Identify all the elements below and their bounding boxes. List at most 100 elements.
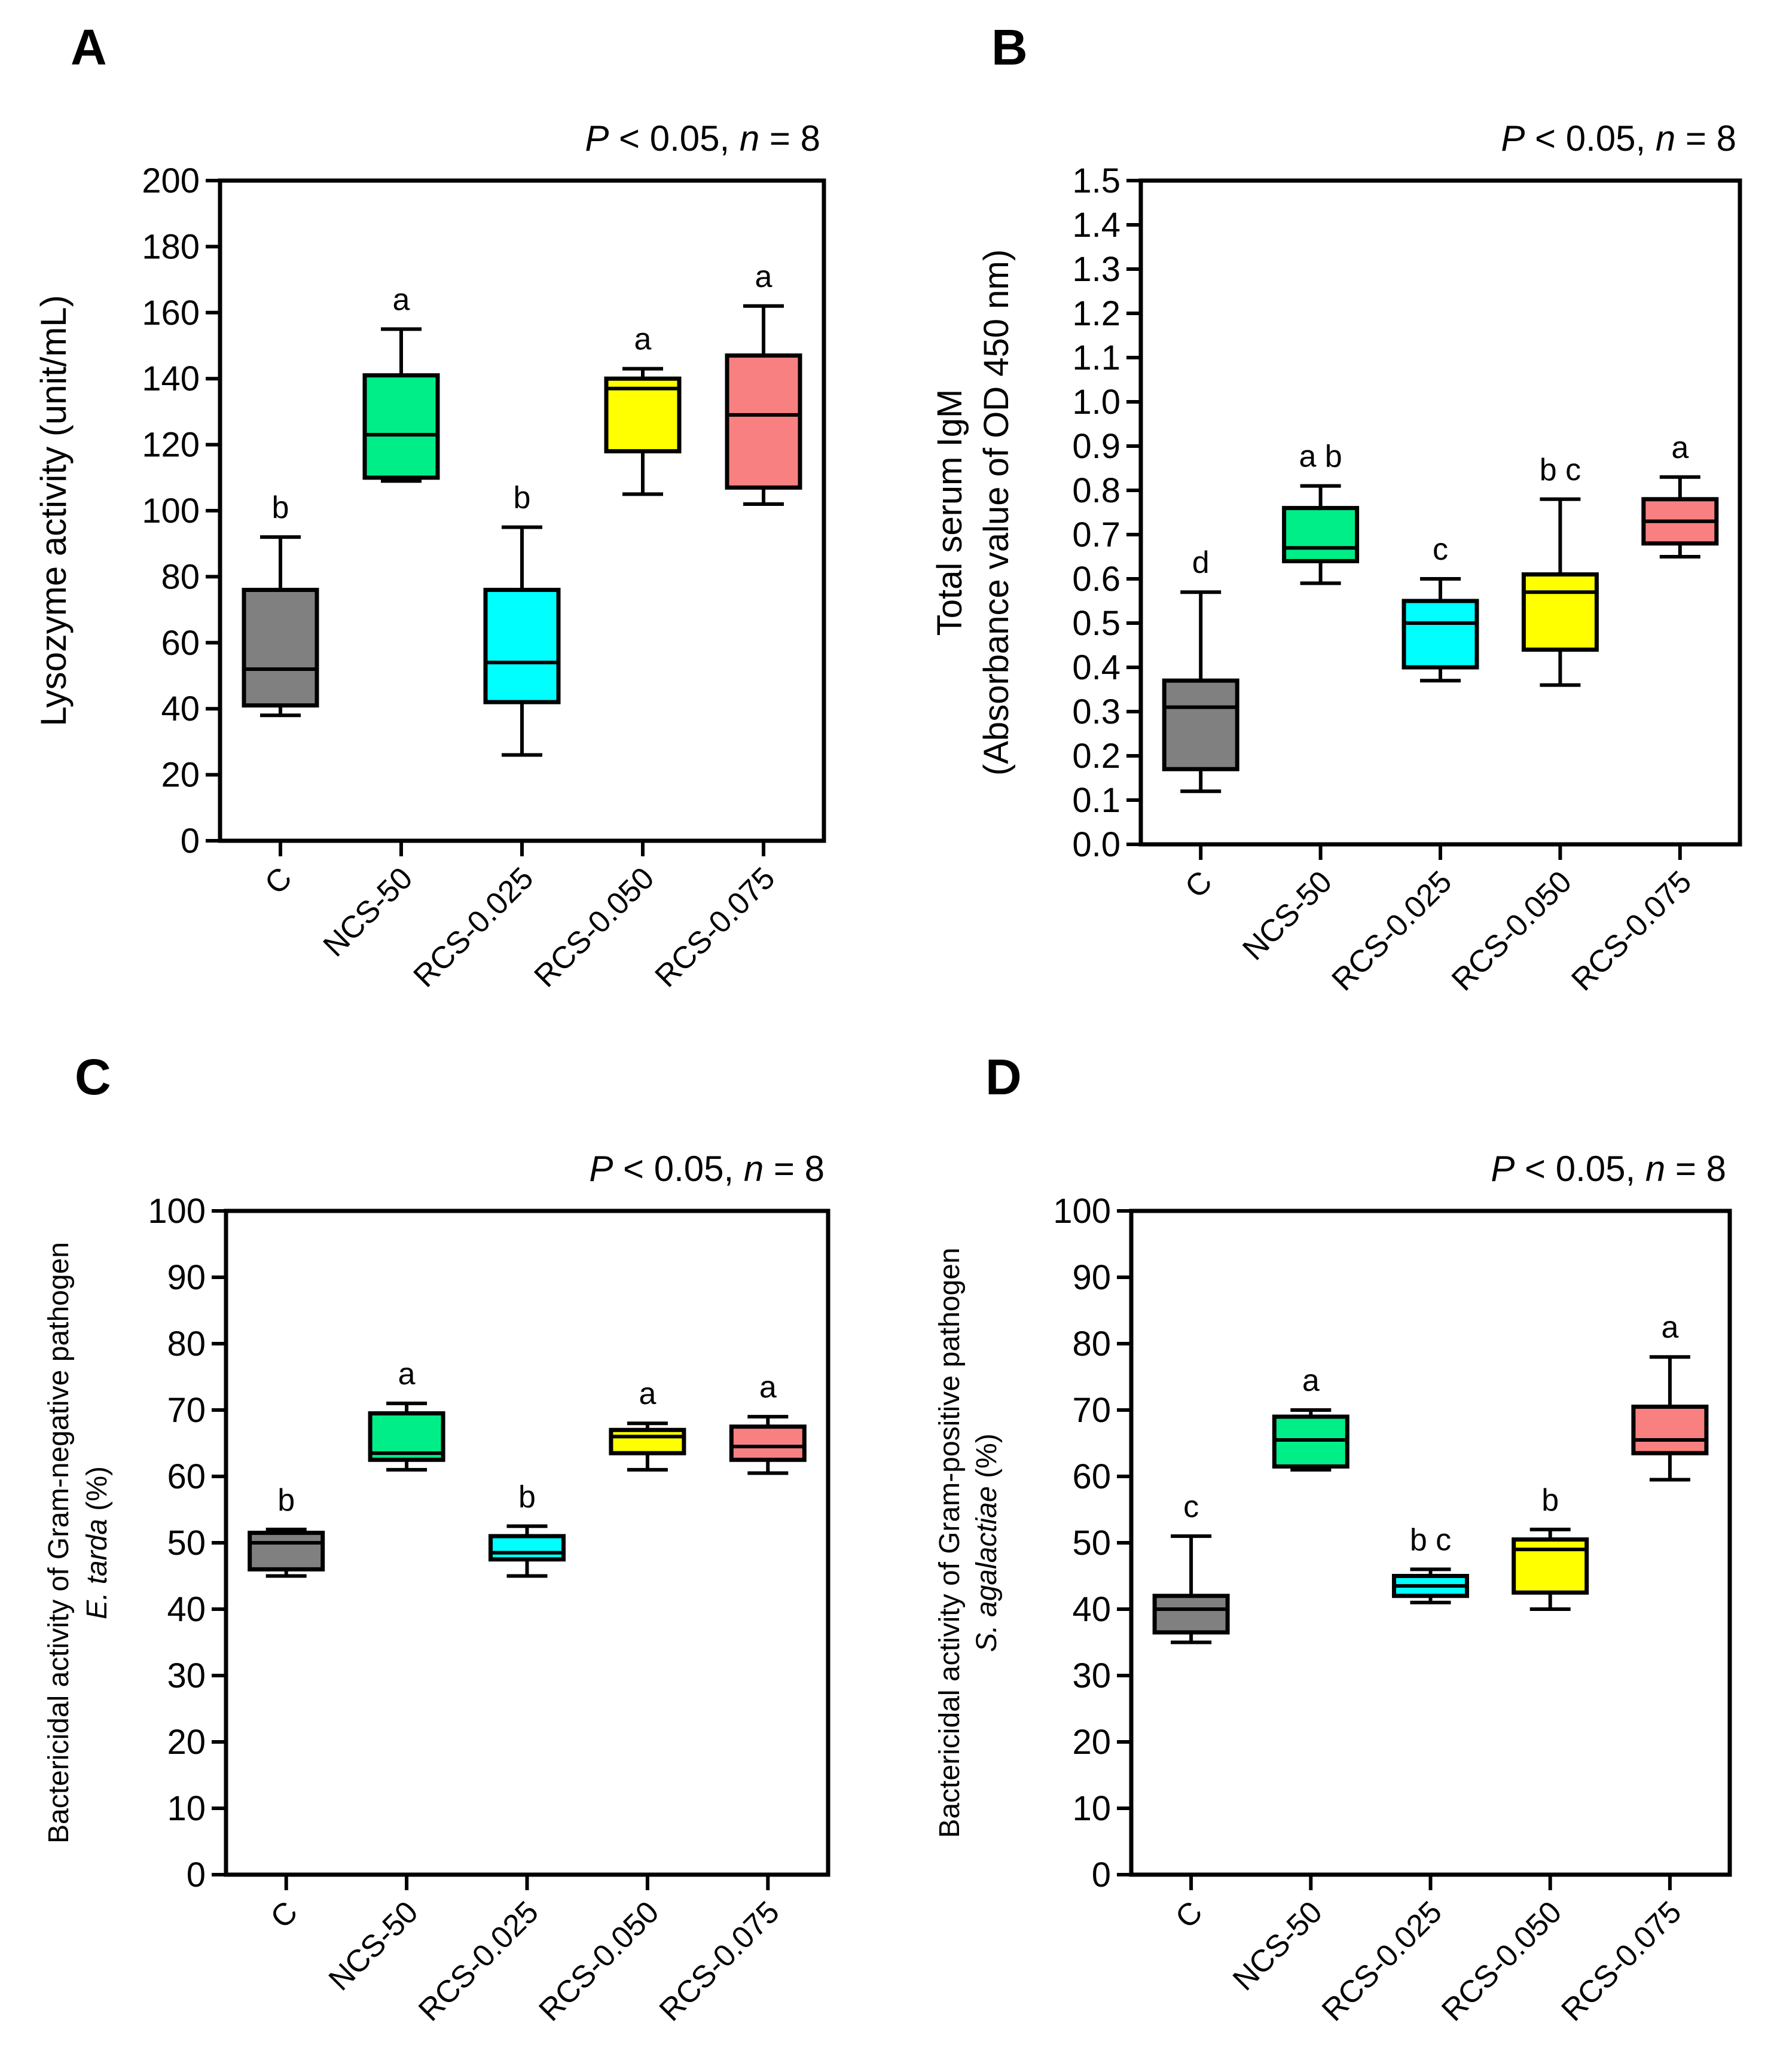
x-tick-label: NCS-50 xyxy=(1226,1894,1329,1997)
y-tick-label: 0.6 xyxy=(1072,560,1120,599)
panel-label: C xyxy=(75,1049,111,1105)
x-tick-label: RCS-0.050 xyxy=(1445,864,1578,997)
significance-letter: a xyxy=(393,282,410,317)
box-iqr xyxy=(1152,1594,1230,1635)
panel-b: B P < 0.05, n = 8 0.0 0.1 0.2 0.3 0.4 0.5 0.6 0.7… xyxy=(930,19,1742,997)
y-tick-label: 0.9 xyxy=(1072,427,1120,466)
significance-letter: b xyxy=(514,481,531,515)
y-tick-label: 1.4 xyxy=(1072,206,1120,245)
box-iqr xyxy=(242,587,319,708)
panel-label: D xyxy=(985,1049,1022,1105)
box-rcs-0050: a xyxy=(604,322,682,496)
y-axis-label: Bactericidal activity of Gram-positive p… xyxy=(934,1247,966,1838)
y-tick-label: 160 xyxy=(142,294,200,332)
y-tick-label: 180 xyxy=(142,227,200,266)
y-tick-label: 50 xyxy=(1072,1524,1111,1563)
y-tick-label: 80 xyxy=(161,557,200,596)
y-axis-label: S. agalactiae (%) xyxy=(971,1433,1003,1652)
box-c: b xyxy=(248,1483,325,1578)
box-c: b xyxy=(242,490,319,718)
significance-letter: a xyxy=(1671,431,1689,465)
x-tick-label: RCS-0.075 xyxy=(649,860,782,994)
x-tick-label: RCS-0.025 xyxy=(407,860,541,994)
box-iqr xyxy=(1282,506,1360,563)
y-axis-label: E. tarda (%) xyxy=(81,1466,113,1619)
stat-annotation: P < 0.05, n = 8 xyxy=(589,1149,825,1189)
significance-letter: a xyxy=(639,1377,656,1411)
significance-letter: b xyxy=(518,1479,536,1514)
y-tick-label: 80 xyxy=(167,1325,206,1363)
y-tick-label: 20 xyxy=(1072,1723,1111,1762)
y-tick-label: 0.0 xyxy=(1072,825,1120,864)
x-tick-label: NCS-50 xyxy=(1236,864,1339,967)
y-tick-label: 60 xyxy=(1072,1457,1111,1496)
y-tick-label: 0.1 xyxy=(1072,781,1120,820)
box-iqr xyxy=(729,1424,807,1462)
panel-c: C P < 0.05, n = 8 0 10 20 30 40 50 60 70 80 90 100 Ba… xyxy=(43,1049,831,2028)
y-tick-label: 40 xyxy=(1072,1590,1111,1629)
box-c: d xyxy=(1162,545,1239,794)
box-iqr xyxy=(1402,599,1479,670)
box-rcs-0075: a xyxy=(1641,431,1719,559)
y-tick-label: 60 xyxy=(167,1457,206,1496)
x-tick-label: RCS-0.025 xyxy=(1315,1894,1449,2028)
box-ncs-50: a xyxy=(1272,1363,1349,1472)
y-tick-label: 1.3 xyxy=(1072,250,1120,289)
y-tick-label: 100 xyxy=(142,492,200,530)
y-tick-label: 20 xyxy=(161,756,200,795)
box-rcs-0025: c xyxy=(1402,532,1479,683)
significance-letter: b c xyxy=(1540,453,1581,487)
box-iqr xyxy=(1512,1537,1589,1595)
y-axis-label: Total serum IgM xyxy=(930,389,969,636)
y-tick-label: 10 xyxy=(1072,1789,1111,1828)
y-tick-label: 100 xyxy=(1053,1192,1111,1231)
y-tick-label: 0 xyxy=(187,1856,206,1894)
significance-letter: b xyxy=(272,490,289,525)
y-tick-label: 1.1 xyxy=(1072,338,1120,377)
x-tick-label: RCS-0.050 xyxy=(1435,1894,1568,2028)
box-iqr xyxy=(362,373,440,480)
box-ncs-50: a b xyxy=(1282,440,1360,585)
y-tick-label: 1.0 xyxy=(1072,383,1120,422)
significance-letter: a b xyxy=(1299,440,1342,474)
box-ncs-50: a xyxy=(368,1357,445,1472)
stat-annotation: P < 0.05, n = 8 xyxy=(1491,1149,1726,1189)
y-tick-label: 0.4 xyxy=(1072,648,1120,687)
box-iqr xyxy=(1631,1404,1709,1455)
box-rcs-0050: a xyxy=(609,1377,686,1472)
y-tick-label: 140 xyxy=(142,359,200,398)
significance-letter: a xyxy=(398,1357,416,1391)
box-iqr xyxy=(604,376,682,454)
significance-letter: c xyxy=(1183,1490,1199,1524)
y-axis-label: Lysozyme activity (unit/mL) xyxy=(33,295,74,726)
y-tick-label: 40 xyxy=(167,1590,206,1629)
significance-letter: a xyxy=(759,1370,777,1405)
y-axis-label: Bactericidal activity of Gram-negative p… xyxy=(43,1242,75,1844)
significance-letter: b c xyxy=(1410,1522,1451,1557)
stat-annotation: P < 0.05, n = 8 xyxy=(585,118,820,158)
box-iqr xyxy=(1521,572,1599,652)
box-rcs-0075: a xyxy=(725,260,802,506)
y-tick-label: 0.2 xyxy=(1072,737,1120,776)
box-rcs-0075: a xyxy=(729,1370,807,1475)
x-tick-label: RCS-0.050 xyxy=(532,1894,665,2028)
box-c: c xyxy=(1152,1490,1230,1644)
x-tick-label: RCS-0.075 xyxy=(653,1894,786,2028)
box-iqr xyxy=(248,1530,325,1571)
y-tick-label: 60 xyxy=(161,624,200,663)
y-tick-label: 1.5 xyxy=(1072,161,1120,200)
box-iqr xyxy=(1162,678,1239,771)
box-rcs-0025: b xyxy=(483,481,561,757)
y-tick-label: 120 xyxy=(142,426,200,465)
stat-annotation: P < 0.05, n = 8 xyxy=(1501,118,1736,158)
y-tick-label: 50 xyxy=(167,1524,206,1563)
y-tick-label: 1.2 xyxy=(1072,294,1120,333)
panel-a: A P < 0.05, n = 8 0 20 40 60 80 100 120 140 160 180… xyxy=(33,19,826,994)
significance-letter: b xyxy=(277,1483,295,1518)
y-tick-label: 20 xyxy=(167,1723,206,1762)
panel-label: A xyxy=(71,19,107,75)
plot-frame xyxy=(224,1209,831,1877)
significance-letter: d xyxy=(1192,545,1210,580)
y-tick-label: 200 xyxy=(142,161,200,200)
